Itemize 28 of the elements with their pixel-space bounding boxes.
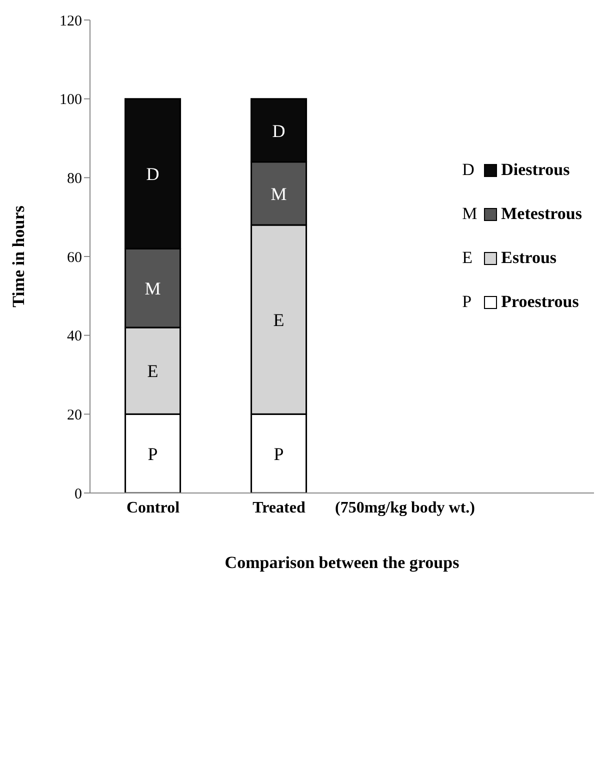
legend-label: Proestrous: [501, 292, 579, 312]
y-tick-label: 60: [67, 250, 82, 266]
text: M: [462, 204, 478, 223]
legend-label: Metestrous: [501, 204, 582, 224]
y-tick-label: 40: [67, 328, 82, 345]
text: D: [462, 160, 474, 179]
x-tick-label: Control: [126, 499, 180, 516]
x-tick-label: (750mg/kg body wt.): [334, 499, 476, 516]
y-tick-label: 20: [67, 407, 82, 424]
text: E: [462, 248, 472, 267]
y-axis-title: Time in hours: [9, 205, 28, 308]
y-tick-label: 100: [60, 92, 82, 108]
legend-label: Estrous: [501, 248, 557, 268]
legend-label: Diestrous: [501, 160, 570, 180]
y-tick-label: 0: [74, 486, 82, 502]
y-tick-label: 80: [67, 170, 82, 187]
data-label: E: [147, 361, 158, 382]
x-axis-title: Comparison between the groups: [224, 553, 460, 572]
data-label: P: [148, 444, 158, 464]
data-label: M: [270, 184, 287, 204]
data-label: E: [273, 310, 284, 330]
data-label: D: [146, 164, 160, 184]
data-label: P: [274, 444, 284, 464]
data-label: D: [272, 120, 286, 141]
y-tick-label: 120: [60, 13, 82, 30]
text: P: [462, 292, 472, 311]
x-tick-label: Treated: [252, 499, 306, 516]
data-label: M: [144, 278, 161, 298]
